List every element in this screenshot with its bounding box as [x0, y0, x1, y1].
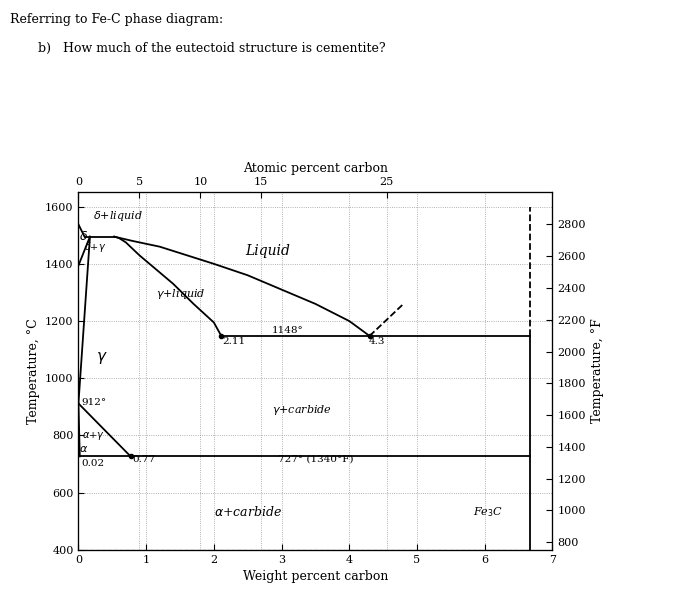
X-axis label: Atomic percent carbon: Atomic percent carbon — [243, 162, 388, 175]
Text: Liquid: Liquid — [246, 244, 291, 258]
Text: $\delta$+$\gamma$: $\delta$+$\gamma$ — [84, 240, 106, 254]
Text: $\delta$+liquid: $\delta$+liquid — [93, 210, 143, 224]
Text: 727° (1340°F): 727° (1340°F) — [278, 455, 353, 464]
X-axis label: Weight percent carbon: Weight percent carbon — [243, 570, 388, 584]
Y-axis label: Temperature, °C: Temperature, °C — [27, 319, 40, 424]
Text: $\gamma$+carbide: $\gamma$+carbide — [272, 403, 332, 416]
Text: 912°: 912° — [82, 398, 107, 407]
Text: 0.77: 0.77 — [132, 455, 155, 464]
Text: b)   How much of the eutectoid structure is cementite?: b) How much of the eutectoid structure i… — [38, 42, 385, 55]
Text: $\alpha$+$\gamma$: $\alpha$+$\gamma$ — [82, 430, 104, 442]
Text: $\alpha$+carbide: $\alpha$+carbide — [213, 505, 282, 519]
Text: 4.3: 4.3 — [368, 337, 385, 346]
Text: Referring to Fe-C phase diagram:: Referring to Fe-C phase diagram: — [10, 13, 223, 26]
Text: 0.02: 0.02 — [81, 459, 104, 468]
Text: $\alpha$: $\alpha$ — [78, 444, 88, 454]
Y-axis label: Temperature, °F: Temperature, °F — [591, 319, 604, 424]
Text: $\gamma$: $\gamma$ — [96, 350, 108, 366]
Text: $\gamma$+liquid: $\gamma$+liquid — [156, 287, 206, 300]
Text: 2.11: 2.11 — [222, 337, 246, 346]
Text: Fe$_3$C: Fe$_3$C — [473, 505, 503, 519]
Text: 1148°: 1148° — [271, 326, 303, 335]
Text: $\delta$: $\delta$ — [79, 230, 88, 243]
